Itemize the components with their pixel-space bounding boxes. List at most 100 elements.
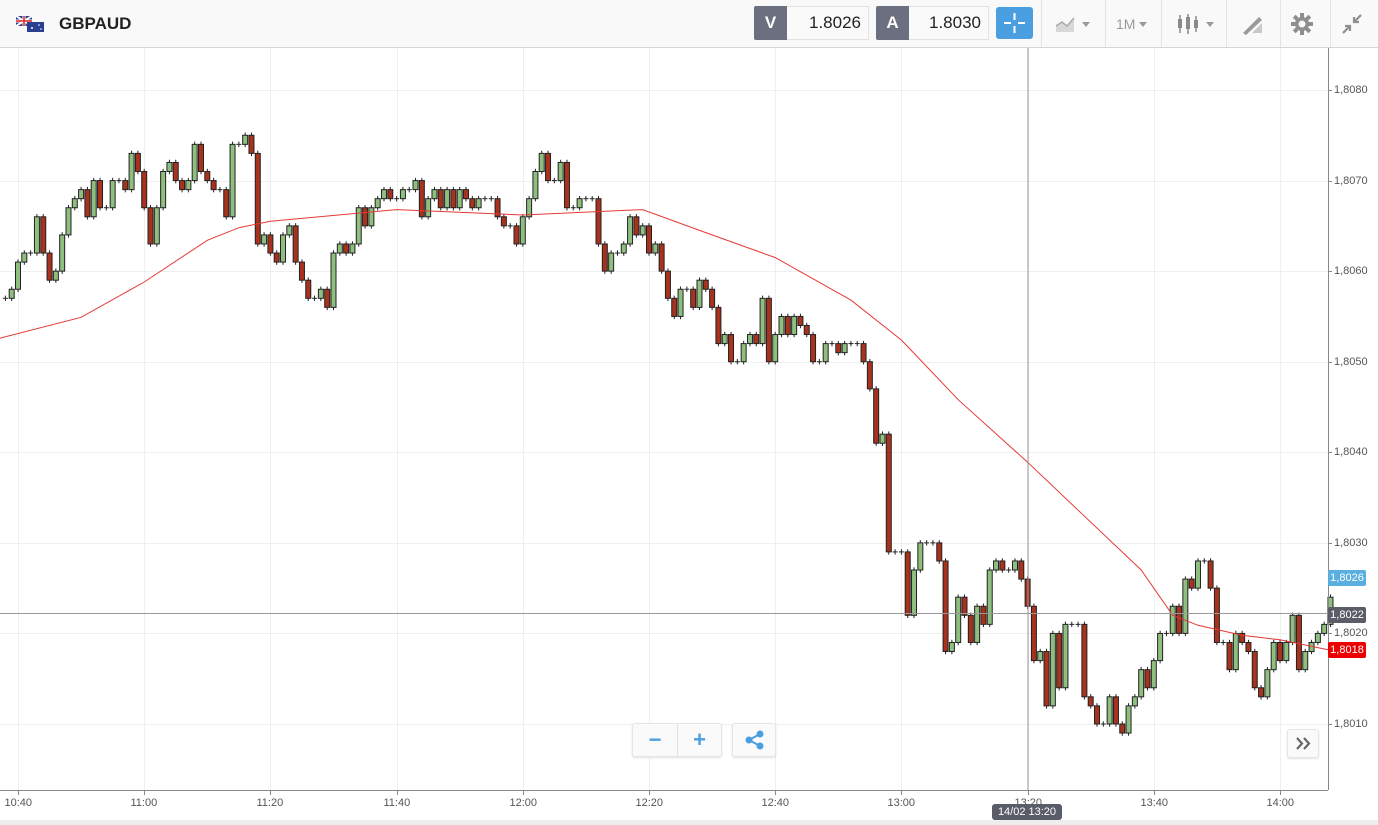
- candle-body: [715, 306, 722, 345]
- candle-body: [52, 270, 59, 281]
- candle: [986, 567, 993, 628]
- candle-body: [1056, 632, 1063, 689]
- candle-body: [690, 288, 697, 308]
- candle: [1049, 630, 1056, 709]
- candle-body: [336, 243, 343, 254]
- candle: [570, 205, 576, 211]
- candle-body: [109, 180, 116, 209]
- candle-body: [349, 243, 356, 254]
- chart-type-button[interactable]: [1054, 10, 1090, 38]
- candle-body: [59, 234, 66, 272]
- x-tick-label: 12:00: [509, 797, 538, 809]
- candle: [797, 313, 804, 329]
- candle-body: [948, 641, 955, 653]
- zoom-out-button[interactable]: −: [648, 727, 662, 752]
- candle-body: [500, 216, 507, 227]
- candle-body: [936, 542, 943, 562]
- candle: [210, 177, 217, 193]
- scroll-to-end-button[interactable]: [1287, 729, 1319, 758]
- share-button[interactable]: [732, 723, 776, 757]
- candle-body: [709, 288, 716, 308]
- candle-body: [1081, 623, 1088, 698]
- candle: [557, 159, 564, 184]
- candle: [911, 567, 918, 619]
- y-tick-label: 1,8010: [1334, 717, 1368, 730]
- candle: [620, 241, 627, 256]
- candle: [254, 150, 261, 247]
- candle: [803, 322, 810, 338]
- candle: [671, 295, 678, 320]
- candle-body: [84, 189, 91, 218]
- candle-body: [658, 243, 665, 272]
- candle: [854, 340, 860, 347]
- collapse-button[interactable]: [1340, 10, 1364, 38]
- candle-body: [1277, 641, 1283, 662]
- candle: [191, 141, 198, 184]
- candle: [330, 250, 337, 311]
- candle-body: [557, 161, 564, 182]
- candle: [1081, 621, 1088, 700]
- candle-body: [1270, 641, 1277, 671]
- candle-body: [639, 225, 646, 236]
- crosshair-button[interactable]: [996, 7, 1033, 39]
- candle: [52, 268, 59, 283]
- candle: [658, 241, 665, 274]
- candle-body: [1283, 641, 1290, 662]
- candle-body: [576, 198, 583, 209]
- candle: [1176, 603, 1183, 637]
- candle-body: [153, 207, 160, 245]
- candle-body: [652, 243, 659, 254]
- candle: [589, 195, 595, 202]
- candle-body: [1157, 632, 1164, 662]
- candle: [488, 195, 494, 202]
- candle: [948, 639, 955, 655]
- candle-body: [1131, 696, 1138, 707]
- candle-body: [1106, 696, 1113, 725]
- candle: [967, 612, 974, 646]
- candle: [1220, 639, 1226, 646]
- settings-button[interactable]: [1290, 10, 1314, 38]
- candle: [551, 177, 557, 184]
- candle-body: [791, 315, 798, 336]
- candle: [15, 259, 21, 292]
- candle: [873, 386, 880, 446]
- candlestick-chart[interactable]: [0, 48, 1378, 820]
- candle-body: [646, 225, 652, 254]
- candle-body: [1043, 651, 1050, 707]
- last-price-tag: 1,8022: [1328, 607, 1366, 623]
- candle: [437, 186, 444, 211]
- candle: [1277, 639, 1283, 664]
- y-tick-label: 1,8050: [1334, 355, 1368, 368]
- candle-body: [1062, 623, 1069, 689]
- double-chevron-right-icon: [1296, 737, 1311, 750]
- candle: [1232, 630, 1239, 673]
- candle: [412, 177, 419, 193]
- candle: [59, 232, 66, 274]
- candle: [97, 177, 104, 211]
- candle-body: [204, 171, 211, 182]
- candle: [904, 549, 911, 619]
- candle: [639, 223, 646, 238]
- navigator-strip[interactable]: [0, 820, 1378, 825]
- drawing-tools-button[interactable]: [1240, 10, 1264, 38]
- x-tick-label: 14:00: [1266, 797, 1295, 809]
- ma-price-tag: 1,8018: [1328, 642, 1366, 658]
- candle: [892, 549, 898, 555]
- candle: [608, 250, 615, 274]
- candle-body: [242, 134, 249, 145]
- candle-body: [418, 180, 425, 218]
- x-tick-label: 11:00: [130, 797, 158, 809]
- candle: [765, 295, 772, 365]
- candlestick-icon: [1178, 14, 1198, 34]
- candle-body: [33, 216, 40, 254]
- candle-body: [526, 198, 533, 218]
- gb-au-flag-icon: [16, 16, 44, 32]
- chart-type-icon: [1055, 17, 1075, 32]
- candle-style-button[interactable]: [1176, 10, 1214, 38]
- candle-body: [368, 207, 375, 227]
- zoom-in-button[interactable]: +: [693, 727, 706, 752]
- timeframe-dropdown[interactable]: 1M: [1116, 10, 1148, 38]
- candle-body: [1049, 632, 1056, 707]
- candle-body: [620, 243, 627, 254]
- candle: [242, 132, 249, 148]
